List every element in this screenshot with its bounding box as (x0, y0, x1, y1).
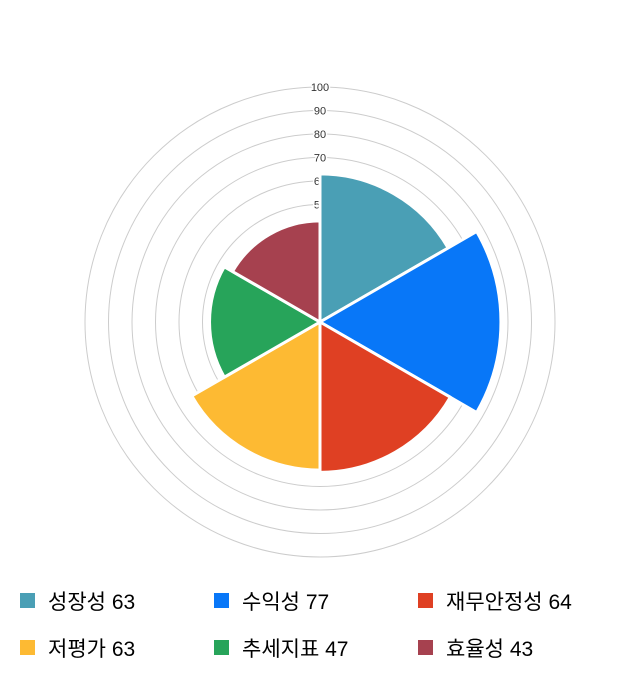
legend-item-growth[interactable]: 성장성 63 (20, 591, 135, 614)
wedge-undervaluation[interactable] (190, 320, 322, 472)
legend-swatch-efficiency (418, 640, 433, 655)
legend-label-text: 수익성 (242, 591, 300, 614)
legend-label-efficiency: 효율성 43 (446, 638, 533, 661)
wedge-efficiency[interactable] (231, 219, 322, 324)
legend-value-text: 47 (325, 638, 349, 661)
legend-swatch-undervaluation (20, 640, 35, 655)
tick-label-70: 70 (314, 153, 326, 165)
legend-label-profitability: 수익성 77 (242, 591, 329, 614)
legend-value-text: 43 (509, 638, 534, 661)
legend-item-trend-indicator[interactable]: 추세지표 47 (214, 638, 348, 661)
legend-item-efficiency[interactable]: 효율성 43 (418, 638, 533, 661)
legend-label-trend-indicator: 추세지표 47 (242, 638, 348, 661)
wedge-profitability[interactable] (318, 230, 503, 414)
legend-item-undervaluation[interactable]: 저평가 63 (20, 638, 135, 661)
tick-label-80: 80 (314, 129, 326, 141)
wedge-trend-indicator[interactable] (208, 265, 322, 379)
grid-ring-90 (108, 110, 532, 534)
legend-swatch-profitability (214, 593, 229, 608)
polar-chart-canvas: 5060708090100 (84, 81, 556, 558)
legend-label-text: 효율성 (446, 638, 504, 661)
legend-label-financial-stability: 재무안정성 64 (446, 591, 572, 614)
legend-item-financial-stability[interactable]: 재무안정성 64 (418, 591, 572, 614)
legend-label-text: 성장성 (48, 591, 106, 614)
legend-value-text: 77 (305, 591, 330, 614)
legend-swatch-financial-stability (418, 593, 433, 608)
grid-ring-80 (131, 133, 509, 511)
legend-swatch-trend-indicator (214, 640, 229, 655)
legend-value-text: 64 (548, 591, 572, 614)
tick-label-90: 90 (314, 106, 326, 118)
legend-label-growth: 성장성 63 (48, 591, 135, 614)
legend-label-undervaluation: 저평가 63 (48, 638, 135, 661)
legend-swatch-growth (20, 593, 35, 608)
legend-label-text: 재무안정성 (446, 591, 543, 614)
legend-label-text: 추세지표 (242, 638, 320, 661)
tick-label-100: 100 (311, 82, 329, 94)
legend-item-profitability[interactable]: 수익성 77 (214, 591, 329, 614)
legend-label-text: 저평가 (48, 638, 106, 661)
wedge-financial-stability[interactable] (318, 320, 452, 474)
grid-ring-100 (84, 86, 556, 558)
legend-value-text: 63 (111, 591, 136, 614)
legend-value-text: 63 (111, 638, 136, 661)
wedge-growth[interactable] (318, 172, 450, 324)
